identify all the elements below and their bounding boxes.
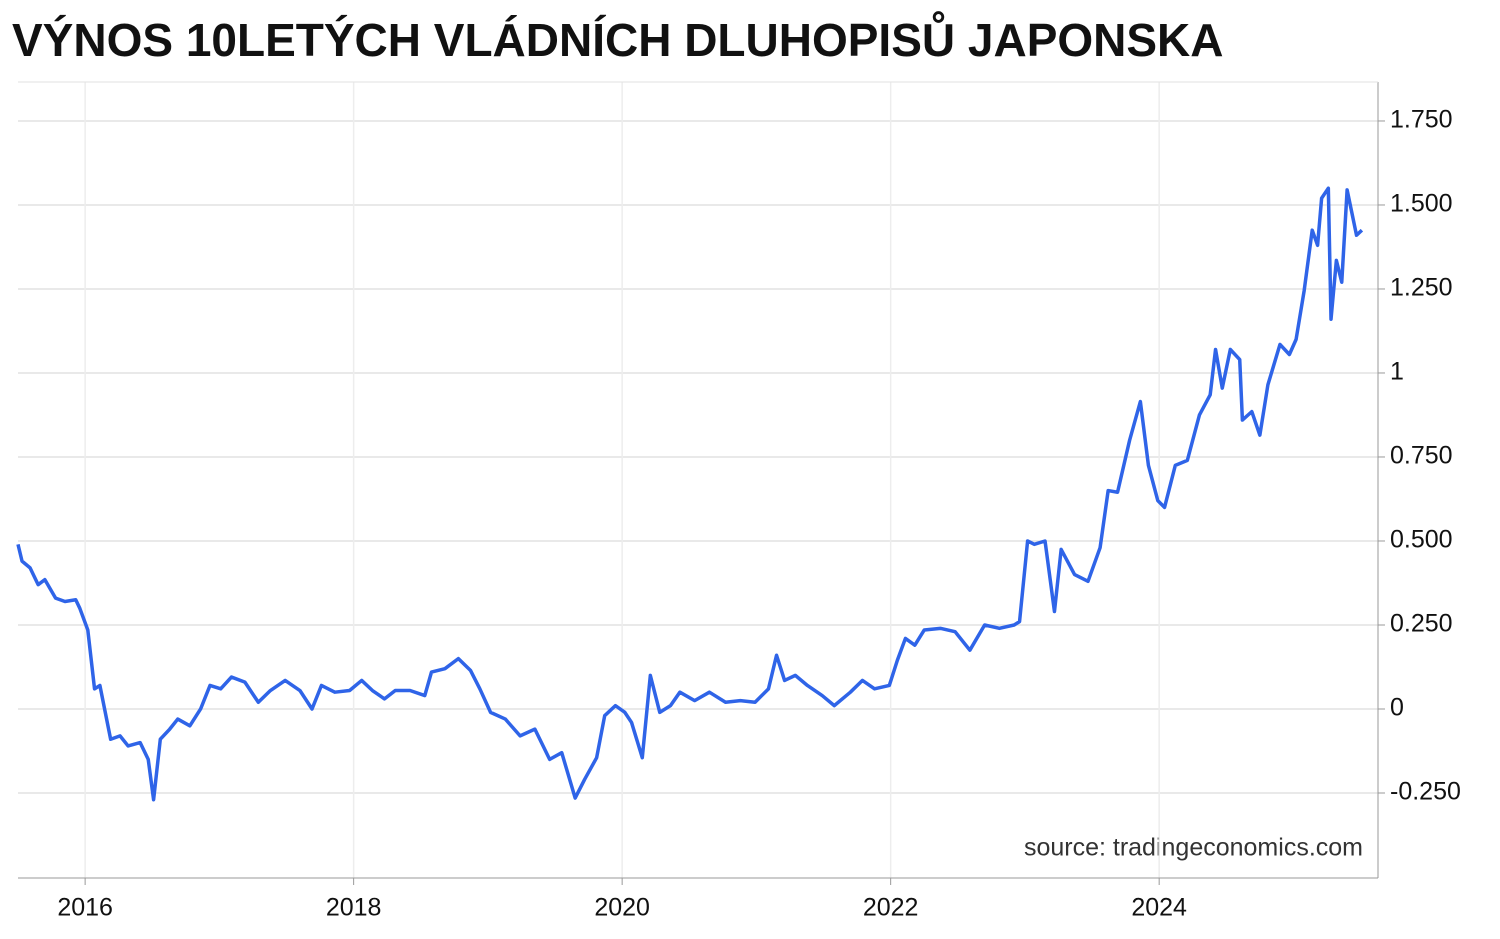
source-note: source: tradingeconomics.com — [1024, 834, 1363, 862]
x-tick-label: 2018 — [326, 894, 382, 922]
y-tick-label: 1 — [1390, 358, 1404, 386]
y-tick-label: 1.750 — [1390, 106, 1453, 134]
y-tick-label: 0.750 — [1390, 442, 1453, 470]
y-tick-label: 1.500 — [1390, 190, 1453, 218]
x-tick-label: 2024 — [1131, 894, 1187, 922]
chart-title: VÝNOS 10LETÝCH VLÁDNÍCH DLUHOPISŮ JAPONS… — [12, 11, 1224, 66]
y-tick-label: 1.250 — [1390, 274, 1453, 302]
y-tick-label: 0 — [1390, 694, 1404, 722]
x-tick-label: 2016 — [57, 894, 113, 922]
y-tick-label: 0.250 — [1390, 610, 1453, 638]
x-tick-label: 2022 — [863, 894, 919, 922]
data-line — [16, 186, 1364, 802]
y-tick-label: -0.250 — [1390, 778, 1461, 806]
x-tick-label: 2020 — [594, 894, 650, 922]
y-tick-label: 0.500 — [1390, 526, 1453, 554]
